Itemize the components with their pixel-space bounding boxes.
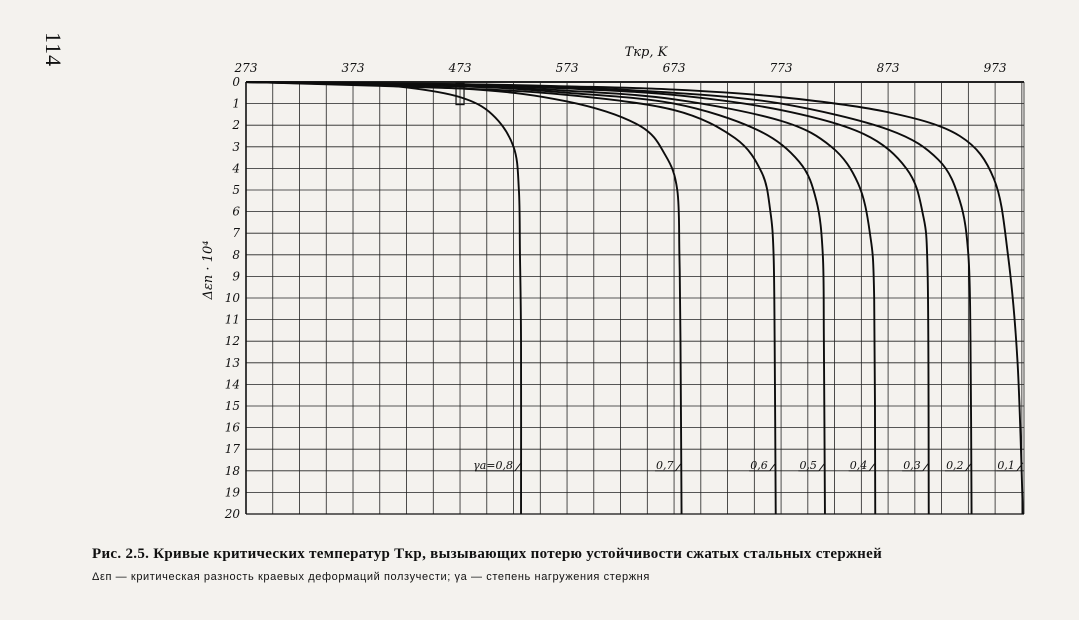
x-tick-label: 473 [448,61,472,75]
series-label-leader [965,462,972,472]
y-tick-label: 5 [232,183,240,197]
series-label-2: 0,7 [656,459,674,472]
figure-caption: Рис. 2.5. Кривые критических температур … [92,546,1052,583]
y-tick-label: 11 [225,313,240,327]
series-curve-5 [245,81,877,515]
x-tick-label: 873 [877,61,900,75]
y-tick-label: 8 [232,248,240,262]
y-tick-label: 14 [225,377,240,391]
x-tick-label: 973 [984,61,1007,75]
x-tick-label: 673 [663,61,686,75]
y-tick-label: 7 [232,226,240,240]
y-tick-label: 12 [225,334,240,348]
series-curve-3 [245,81,777,515]
caption-legend: Δεп — критическая разность краевых дефор… [92,571,650,583]
y-axis-title: Δεп · 10⁴ [201,241,216,301]
series-label-leader [868,462,876,472]
series-label-leader [514,462,522,472]
y-tick-label: 4 [231,161,240,175]
y-tick-label: 0 [232,75,240,89]
series-curve-6 [245,81,930,515]
y-tick-label: 20 [224,507,241,521]
x-tick-label: 273 [234,61,258,75]
series-label-6: 0,3 [903,459,921,472]
series-label-1: γa=0,8 [473,459,513,472]
series-label-leader [818,462,826,472]
series-label-7: 0,2 [946,459,964,472]
series-label-leader [769,462,777,472]
y-tick-label: 3 [232,140,240,154]
x-tick-label: 573 [556,61,579,75]
y-tick-label: 18 [225,464,241,478]
series-label-5: 0,4 [850,459,868,472]
series-label-4: 0,5 [799,459,817,472]
y-tick-label: 6 [232,205,240,219]
y-tick-label: 15 [225,399,240,413]
y-tick-label: 10 [225,291,241,305]
series-label-leader [1016,462,1024,472]
series-label-3: 0,6 [750,459,768,472]
y-tick-label: 13 [225,356,241,370]
series-label-leader [922,462,930,472]
series-label-8: 0,1 [997,459,1015,472]
y-tick-label: 9 [232,269,240,283]
series-label-leader [675,462,682,472]
x-tick-label: 373 [342,61,365,75]
series-curve-8 [245,81,1024,515]
origin-marker-box [455,82,465,106]
y-tick-label: 2 [231,118,240,132]
caption-title: Рис. 2.5. Кривые критических температур … [92,546,883,562]
y-tick-label: 1 [232,97,240,111]
y-tick-label: 19 [225,485,241,499]
x-tick-label: 773 [770,61,793,75]
y-tick-label: 16 [225,421,241,435]
x-axis-title: Tкр, K [625,45,669,60]
y-tick-label: 17 [225,442,241,456]
